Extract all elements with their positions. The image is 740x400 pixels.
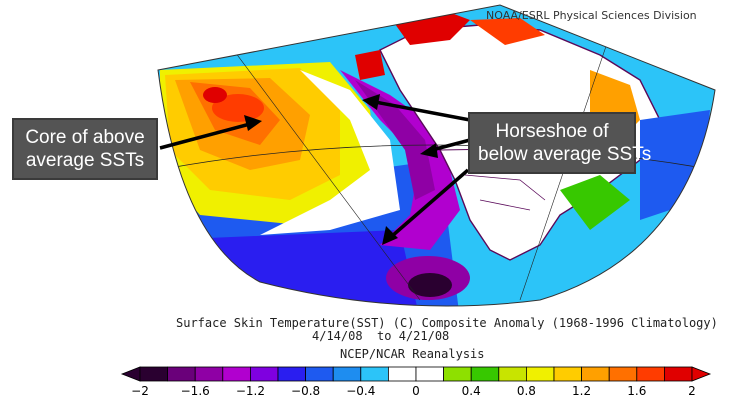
colorbar-tick-label: −0.8 bbox=[291, 384, 320, 398]
colorbar-tick-label: 0 bbox=[412, 384, 420, 398]
callout-arrows bbox=[159, 94, 471, 245]
warm-core-peak bbox=[203, 87, 227, 103]
colorbar-tick-label: −2 bbox=[131, 384, 149, 398]
colorbar-swatch bbox=[277, 366, 307, 382]
arctic-warm-patch-2 bbox=[470, 18, 545, 45]
atlantic-green-patch bbox=[560, 175, 630, 230]
state-line-1 bbox=[464, 174, 546, 201]
colorbar-swatch bbox=[415, 366, 445, 382]
colorbar-swatch bbox=[167, 366, 196, 382]
colorbar-swatch bbox=[553, 366, 583, 382]
colorbar-swatch bbox=[249, 366, 279, 382]
colorbar-swatch bbox=[443, 366, 472, 382]
colorbar-tick-label: −1.2 bbox=[236, 384, 265, 398]
colorbar-swatch bbox=[608, 366, 638, 382]
colorbar-swatch bbox=[139, 366, 169, 382]
callout-horseshoe: Horseshoe of below average SSTs bbox=[468, 112, 652, 174]
cold-horseshoe-core bbox=[355, 80, 435, 200]
caption-date-range: 4/14/08 to 4/21/08 bbox=[312, 329, 450, 343]
colorbar-swatch bbox=[194, 366, 224, 382]
deep-blue-field bbox=[160, 230, 420, 306]
colorbar-swatch bbox=[305, 366, 334, 382]
source-label: NOAA/ESRL Physical Sciences Division bbox=[486, 9, 697, 22]
arrow-to-warm-core bbox=[159, 122, 251, 150]
colorbar-tick-label: −0.4 bbox=[346, 384, 375, 398]
arrow-to-coast bbox=[431, 138, 471, 152]
colorbar-swatch bbox=[526, 366, 555, 382]
colorbar-max-arrow bbox=[691, 366, 712, 382]
colorbar-tick-label: 1.6 bbox=[627, 384, 646, 398]
colorbar-swatch bbox=[387, 366, 417, 382]
caption-reanalysis: NCEP/NCAR Reanalysis bbox=[340, 347, 485, 361]
arrow-head-south bbox=[382, 226, 398, 245]
colorbar-swatch bbox=[636, 366, 665, 382]
zero-band bbox=[260, 70, 400, 235]
colorbar-swatch bbox=[222, 366, 251, 382]
arrow-head-alaska bbox=[362, 94, 380, 110]
colorbar-swatch bbox=[498, 366, 527, 382]
colorbar-swatch bbox=[581, 366, 610, 382]
colorbar-tick-label: 1.2 bbox=[572, 384, 591, 398]
callout-core: Core of above average SSTs bbox=[12, 118, 158, 180]
colorbar-swatch bbox=[664, 366, 693, 382]
colorbar-tick-label: 2 bbox=[688, 384, 696, 398]
warm-core bbox=[212, 94, 264, 122]
colorbar-tick-label: 0.8 bbox=[517, 384, 536, 398]
caption-title: Surface Skin Temperature(SST) (C) Compos… bbox=[176, 316, 718, 330]
arrow-to-alaska bbox=[374, 100, 471, 122]
arrow-to-south bbox=[390, 168, 470, 238]
colorbar-swatch bbox=[360, 366, 389, 382]
colorbar-tick-label: −1.6 bbox=[181, 384, 210, 398]
colorbar-tick-label: 0.4 bbox=[462, 384, 481, 398]
colorbar-swatch bbox=[332, 366, 362, 382]
callout-horseshoe-line1: Horseshoe of bbox=[495, 121, 609, 142]
cold-pool-core bbox=[408, 273, 452, 297]
callout-core-line2: average SSTs bbox=[25, 150, 145, 171]
map-fan bbox=[158, 5, 715, 306]
state-line-2 bbox=[479, 199, 531, 211]
callout-core-line1: Core of above bbox=[25, 127, 145, 148]
map-border bbox=[157, 4, 716, 307]
arrow-head-coast bbox=[420, 143, 438, 158]
callout-horseshoe-line2: below average SSTs bbox=[478, 144, 652, 165]
colorbar: −2 −1.6 −1.2 −0.8 −0.4 0 0.4 0.8 1.2 1.6 2 bbox=[120, 366, 712, 398]
alaska-warm-patch bbox=[355, 50, 385, 80]
colorbar-swatch bbox=[470, 366, 500, 382]
colorbar-min-arrow bbox=[120, 366, 141, 382]
arrow-head-warm-core bbox=[244, 115, 262, 131]
